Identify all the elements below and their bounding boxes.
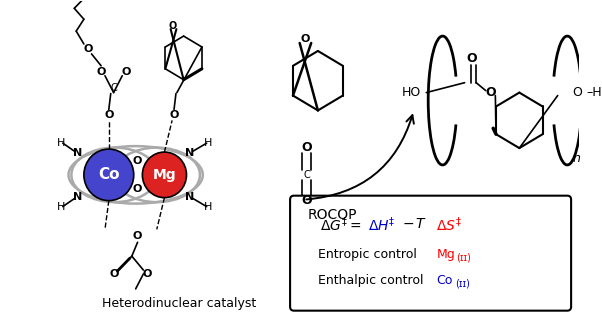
Text: H: H <box>57 138 65 148</box>
Text: O: O <box>133 184 142 194</box>
Text: Mg: Mg <box>437 248 456 261</box>
Text: O: O <box>301 141 312 154</box>
Text: O: O <box>96 67 106 77</box>
Text: O: O <box>110 269 119 279</box>
Text: O: O <box>122 67 131 77</box>
Text: O: O <box>572 86 582 99</box>
Text: C: C <box>303 170 310 180</box>
Text: ROCOP: ROCOP <box>308 208 357 222</box>
Text: O: O <box>466 52 477 66</box>
Text: O: O <box>485 86 496 99</box>
Text: H: H <box>57 202 65 211</box>
Text: $\Delta H^{\ddagger}$: $\Delta H^{\ddagger}$ <box>368 215 396 234</box>
Text: C: C <box>110 83 117 93</box>
Text: Co: Co <box>436 274 452 287</box>
Text: n: n <box>573 151 581 164</box>
Text: H: H <box>204 202 213 211</box>
Text: H: H <box>204 138 213 148</box>
Text: O: O <box>301 34 310 44</box>
Text: N: N <box>185 148 194 158</box>
Text: O: O <box>169 21 177 31</box>
Text: N: N <box>185 192 194 202</box>
Text: Heterodinuclear catalyst: Heterodinuclear catalyst <box>102 297 256 310</box>
Text: –H: –H <box>586 86 602 99</box>
Ellipse shape <box>143 152 187 198</box>
Text: $\Delta S^{\ddagger}$: $\Delta S^{\ddagger}$ <box>436 215 462 234</box>
Text: N: N <box>73 148 82 158</box>
Text: O: O <box>83 44 92 54</box>
Text: O: O <box>104 110 114 121</box>
Text: (ɪɪ): (ɪɪ) <box>455 279 470 289</box>
Text: Entropic control: Entropic control <box>318 248 421 261</box>
Text: O: O <box>143 269 152 279</box>
Text: (ɪɪ): (ɪɪ) <box>456 252 471 262</box>
Text: N: N <box>73 192 82 202</box>
Text: Co: Co <box>98 167 120 182</box>
Text: O: O <box>169 110 179 121</box>
Ellipse shape <box>84 149 134 201</box>
FancyArrowPatch shape <box>306 115 414 199</box>
Text: O: O <box>301 194 312 207</box>
Text: Mg: Mg <box>153 168 176 182</box>
Text: O: O <box>133 156 142 166</box>
FancyBboxPatch shape <box>290 196 571 311</box>
Text: $\Delta G^{\ddagger} =$: $\Delta G^{\ddagger} =$ <box>320 215 361 234</box>
Text: Enthalpic control: Enthalpic control <box>318 274 427 287</box>
Text: O: O <box>133 231 142 241</box>
Text: HO: HO <box>402 86 421 99</box>
Text: $-\,T$: $-\,T$ <box>402 218 427 232</box>
